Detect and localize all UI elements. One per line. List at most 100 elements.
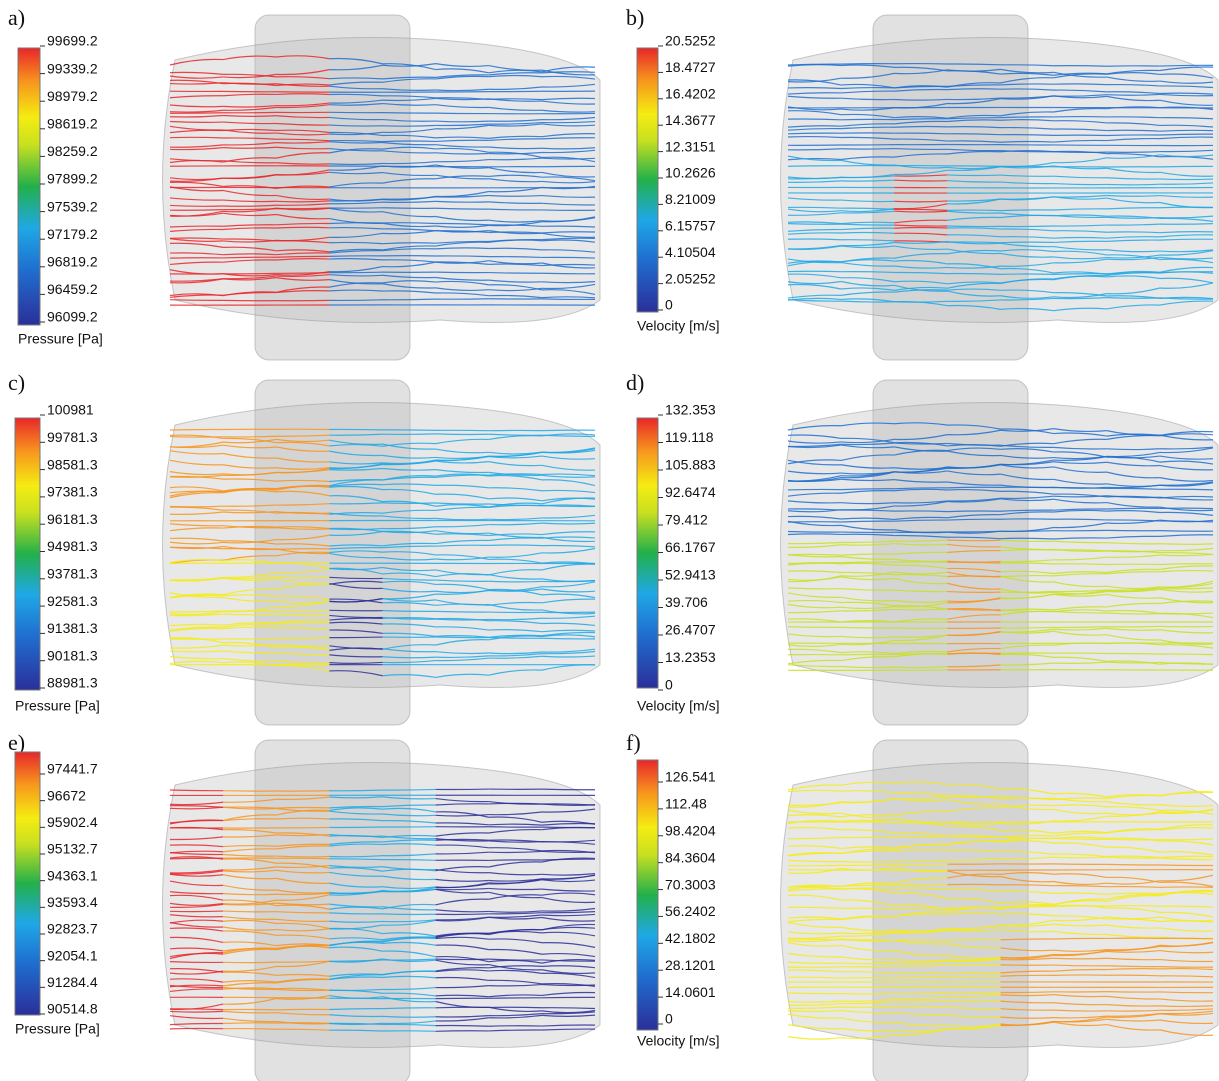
streamline (947, 561, 1001, 564)
streamline (1000, 252, 1054, 258)
streamline (169, 903, 224, 908)
streamline (1106, 863, 1160, 866)
streamline (894, 564, 948, 570)
streamline (947, 210, 1001, 214)
streamline (787, 135, 842, 139)
streamline (1106, 554, 1160, 558)
streamline (169, 136, 224, 139)
streamline (1000, 919, 1054, 926)
panel: b)20.525218.472716.420214.367712.315110.… (626, 5, 1219, 361)
streamline (169, 984, 224, 989)
streamline (169, 242, 224, 248)
streamline (1159, 217, 1214, 222)
streamline (1053, 307, 1107, 312)
streamline (1106, 542, 1160, 545)
streamline (1000, 1000, 1054, 1004)
streamline (894, 792, 948, 797)
streamline (1106, 495, 1160, 499)
streamline (894, 174, 948, 177)
streamline (329, 102, 383, 106)
streamline (382, 875, 436, 881)
streamline (541, 504, 596, 508)
colorbar (636, 47, 659, 313)
streamline (541, 1024, 596, 1027)
colorbar (17, 47, 41, 326)
streamline (1053, 1018, 1107, 1023)
streamline (488, 502, 542, 508)
streamline (329, 226, 383, 230)
streamline (329, 232, 383, 238)
streamline (488, 629, 542, 633)
streamline (947, 497, 1001, 502)
streamline (1106, 876, 1161, 883)
streamline (1000, 174, 1054, 177)
streamline (541, 910, 596, 914)
streamline (488, 497, 542, 502)
streamline (488, 279, 542, 283)
streamline (894, 867, 948, 873)
streamline (382, 835, 436, 840)
streamline (541, 249, 596, 253)
streamline (276, 290, 330, 294)
streamline (488, 487, 542, 492)
colorbar-tick-label: 56.2402 (665, 903, 716, 919)
streamline (947, 225, 1001, 228)
streamline (894, 179, 948, 182)
streamline (169, 541, 224, 545)
panel-label: b) (626, 5, 644, 30)
streamline (1159, 460, 1214, 465)
streamline (223, 997, 277, 1005)
streamline (947, 1014, 1001, 1018)
streamline (1000, 428, 1054, 432)
streamline (541, 609, 596, 615)
streamline (329, 858, 383, 861)
streamline (541, 942, 596, 948)
streamline (1159, 300, 1214, 306)
streamline (1053, 930, 1107, 936)
streamline (787, 180, 842, 183)
streamline (435, 1006, 489, 1009)
streamline (894, 863, 948, 866)
streamline (1000, 803, 1054, 811)
streamline (223, 471, 277, 476)
streamline (1159, 249, 1214, 253)
streamline (787, 280, 842, 285)
streamline (169, 610, 224, 616)
streamline (841, 938, 895, 942)
streamline (276, 619, 330, 624)
streamline (1159, 447, 1214, 454)
streamline (947, 288, 1001, 291)
streamline (541, 474, 596, 478)
streamline (1053, 994, 1107, 998)
streamline (329, 165, 383, 171)
streamline (541, 239, 596, 243)
streamline (223, 971, 277, 976)
streamline (1000, 241, 1054, 244)
streamline (169, 120, 224, 123)
streamline (1106, 949, 1160, 953)
streamline (841, 626, 895, 629)
streamline (541, 100, 596, 105)
streamline (382, 932, 436, 937)
streamline (541, 296, 596, 299)
streamline (1053, 589, 1107, 593)
streamline (787, 570, 842, 574)
streamline (787, 297, 842, 301)
streamline (169, 894, 224, 901)
streamline (329, 598, 383, 604)
streamline (382, 248, 436, 252)
streamline (894, 666, 948, 669)
streamline (1053, 1021, 1107, 1027)
streamline (787, 260, 842, 267)
streamline (541, 237, 596, 241)
colorbar-tick-label: 95132.7 (47, 841, 98, 857)
streamline (223, 919, 277, 925)
streamline (329, 807, 383, 812)
streamline (382, 150, 436, 154)
streamline (169, 1008, 224, 1011)
streamline (276, 194, 330, 201)
streamline (947, 486, 1001, 489)
streamline (1053, 792, 1107, 798)
streamline (787, 232, 842, 235)
streamline (841, 179, 895, 182)
